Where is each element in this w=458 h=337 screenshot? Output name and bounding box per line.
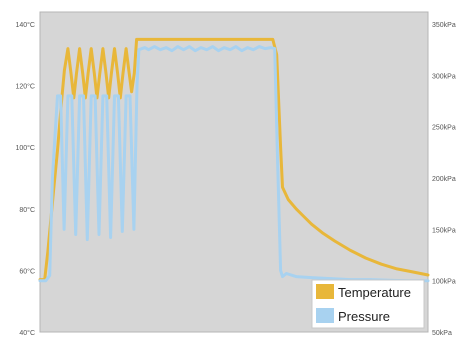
pressure-line <box>38 45 430 283</box>
left-axis-ticks: 140°C 120°C 100°C 80°C 60°C 40°C <box>15 21 35 337</box>
right-tick-label: 100kPa <box>432 279 456 286</box>
left-tick-label: 100°C <box>15 144 35 152</box>
left-tick-label: 140°C <box>15 21 35 29</box>
right-tick-label: 350kPa <box>432 22 456 29</box>
legend-swatch-temperature <box>316 284 334 299</box>
right-tick-label: 250kPa <box>432 125 456 132</box>
right-tick-label: 50kPa <box>432 330 452 337</box>
left-tick-label: 60°C <box>19 267 35 275</box>
left-tick-label: 40°C <box>19 329 35 337</box>
legend-label-temperature: Temperature <box>338 285 411 300</box>
left-tick-label: 80°C <box>19 206 35 214</box>
right-tick-label: 150kPa <box>432 227 456 234</box>
legend-label-pressure: Pressure <box>338 309 390 324</box>
right-axis-ticks: 350kPa 300kPa 250kPa 200kPa 150kPa 100kPa 50kP… <box>432 22 456 337</box>
legend-swatch-pressure <box>316 308 334 323</box>
right-tick-label: 200kPa <box>432 176 456 183</box>
series-layer <box>38 37 430 283</box>
temperature-line <box>38 37 430 282</box>
legend: Temperature Pressure <box>311 279 425 329</box>
left-tick-label: 120°C <box>15 83 35 91</box>
right-tick-label: 300kPa <box>432 73 456 80</box>
